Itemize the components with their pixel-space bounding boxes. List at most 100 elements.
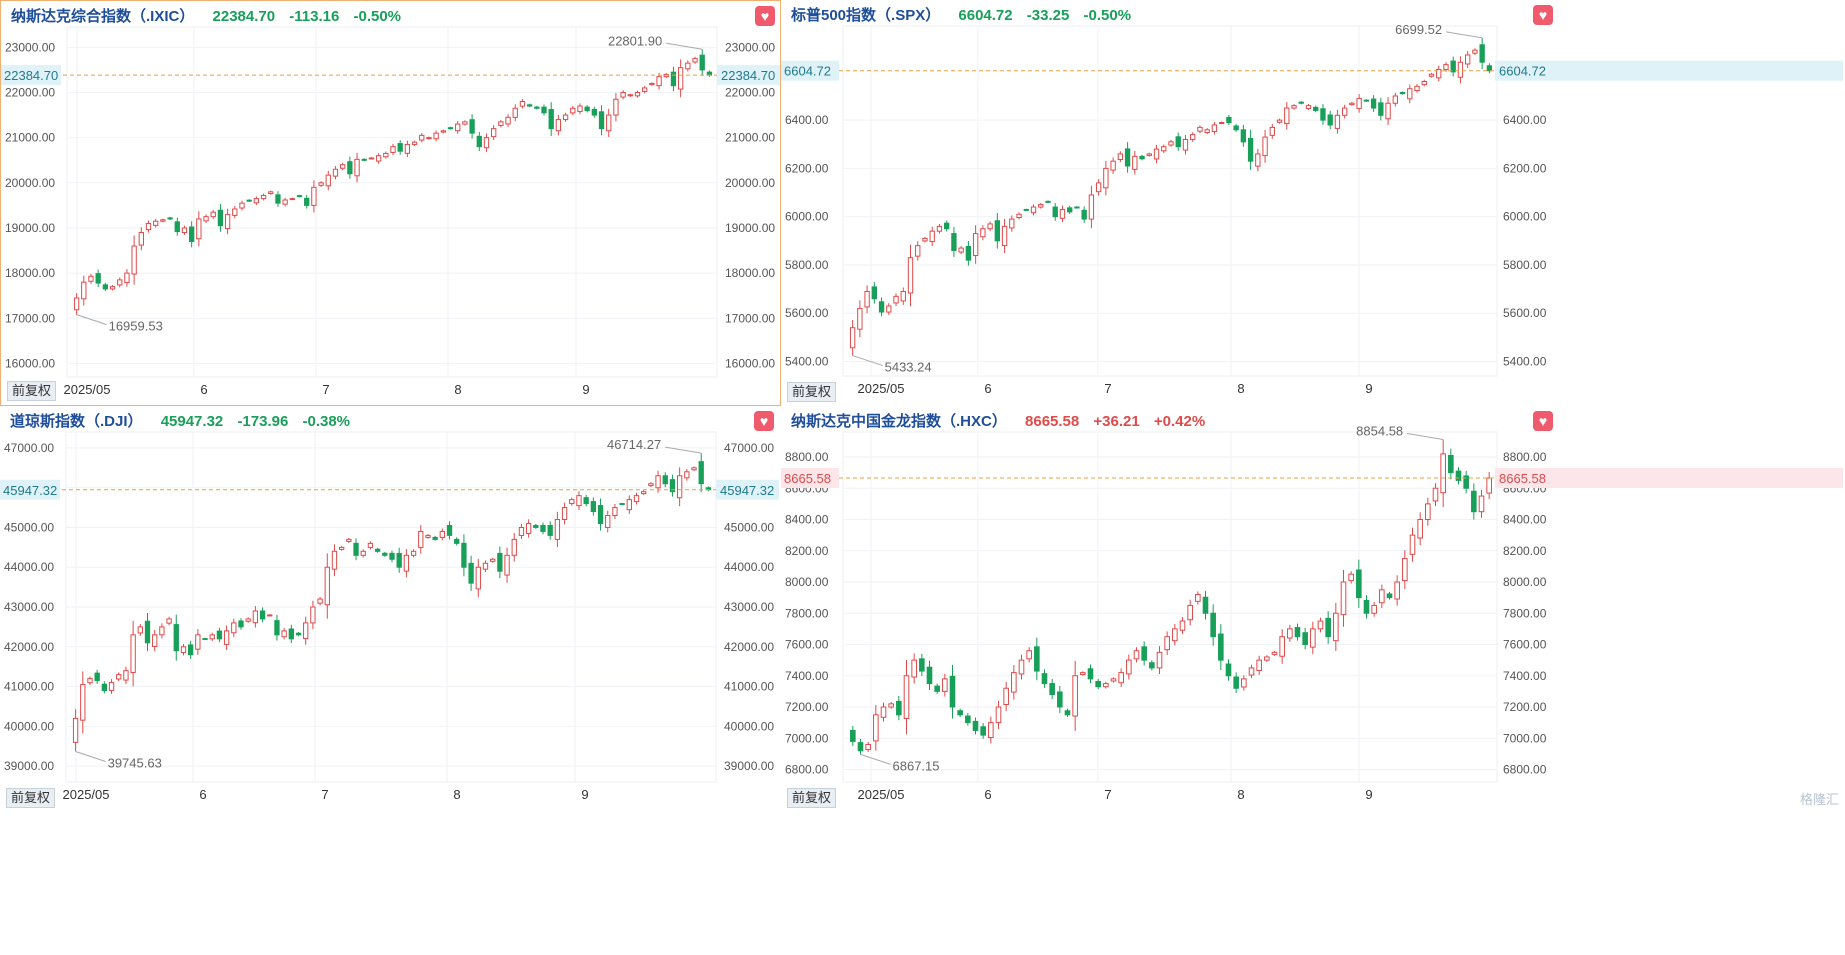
- candle-body: [224, 213, 231, 230]
- candle-down: [396, 547, 402, 573]
- candle-down: [1087, 664, 1094, 684]
- percent-change: -0.38%: [302, 413, 351, 430]
- candle-up: [325, 170, 331, 191]
- candle-up: [439, 528, 445, 541]
- candle-up: [642, 86, 648, 94]
- x-tick-label: 7: [1104, 787, 1111, 802]
- x-tick-label: 7: [321, 787, 328, 802]
- candle-body: [1371, 604, 1377, 614]
- candle-body: [1264, 656, 1270, 661]
- candle-up: [511, 533, 517, 562]
- candle-down: [541, 104, 547, 116]
- candle-up: [403, 549, 410, 578]
- low-leader: [860, 753, 891, 765]
- candle-body: [232, 208, 238, 216]
- candle-body: [1149, 662, 1155, 669]
- candle-down: [957, 708, 963, 717]
- candle-body: [1402, 558, 1408, 582]
- candle-body: [893, 295, 899, 304]
- candle-down: [174, 217, 180, 236]
- candle-up: [606, 108, 612, 137]
- candle-down: [1356, 559, 1362, 609]
- low-leader: [76, 314, 107, 326]
- candle-up: [880, 702, 887, 722]
- candle-down: [934, 683, 940, 694]
- percent-change: -0.50%: [1083, 7, 1132, 24]
- chart-panel-dji[interactable]: 39000.00 39000.00 40000.00 40000.00 41000.00…: [0, 406, 781, 812]
- candle-body: [497, 552, 503, 572]
- heart-icon[interactable]: ♥: [755, 6, 775, 26]
- candle-down: [949, 664, 956, 719]
- candle-up: [865, 741, 871, 753]
- candle-body: [108, 682, 115, 692]
- candle-down: [1313, 105, 1319, 113]
- candle-down: [526, 103, 533, 108]
- candle-down: [1320, 104, 1326, 125]
- y-tick-label-right: 22000.00: [725, 85, 775, 99]
- candle-up: [88, 273, 94, 284]
- heart-icon[interactable]: ♥: [1533, 5, 1553, 25]
- last-value-box-left: [1, 65, 61, 86]
- candle-body: [461, 542, 467, 568]
- y-tick-label-left: 6800.00: [785, 763, 829, 777]
- candle-body: [584, 106, 590, 112]
- candle-down: [1139, 154, 1145, 161]
- candle-up: [109, 285, 116, 291]
- last-value-label-right: 8665.58: [1499, 471, 1546, 486]
- adjust-label[interactable]: 前复权: [7, 381, 57, 401]
- candle-body: [1256, 659, 1262, 672]
- candle-up: [972, 225, 979, 264]
- candle-body: [878, 301, 885, 313]
- y-tick-label-right: 20000.00: [725, 176, 775, 190]
- candle-up: [73, 293, 80, 315]
- last-value-box-right: [1495, 468, 1843, 489]
- heart-icon[interactable]: ♥: [1533, 411, 1553, 431]
- candle-up: [1011, 665, 1017, 700]
- last-value-label-right: 45947.32: [720, 483, 774, 498]
- candle-down: [669, 474, 676, 497]
- candle-body: [94, 672, 100, 682]
- adjust-label[interactable]: 前复权: [6, 788, 56, 808]
- y-tick-label-right: 44000.00: [724, 560, 774, 574]
- candle-up: [210, 209, 216, 219]
- candle-down: [591, 106, 598, 118]
- candle-body: [1294, 627, 1301, 638]
- candle-body: [1110, 678, 1117, 682]
- candle-up: [649, 82, 655, 86]
- price-change: -113.16: [289, 8, 340, 25]
- candle-body: [152, 634, 158, 648]
- candle-up: [145, 220, 152, 233]
- candle-body: [433, 132, 439, 140]
- candle-body: [1271, 651, 1278, 655]
- candle-up: [310, 600, 316, 630]
- candle-body: [1425, 503, 1431, 520]
- candle-body: [210, 211, 216, 218]
- candle-body: [505, 116, 511, 125]
- candle-body: [1432, 487, 1439, 502]
- candle-body: [1240, 129, 1247, 143]
- candle-up: [332, 166, 339, 180]
- chart-panel-hxc[interactable]: 6800.00 6800.00 7000.00 7000.00 7200.00 7200.…: [781, 406, 1845, 812]
- candle-up: [1407, 84, 1413, 104]
- candle-body: [180, 646, 187, 654]
- candle-up: [1262, 129, 1268, 163]
- candle-body: [1182, 138, 1189, 151]
- candle-body: [275, 194, 281, 204]
- candle-up: [131, 235, 137, 285]
- heart-icon[interactable]: ♥: [754, 411, 774, 431]
- candle-up: [1182, 134, 1189, 155]
- adjust-label[interactable]: 前复权: [787, 788, 837, 808]
- last-price: 8665.58: [1025, 413, 1080, 430]
- candle-body: [957, 710, 963, 716]
- candle-up: [915, 241, 921, 261]
- adjust-label[interactable]: 前复权: [787, 382, 837, 402]
- candle-body: [88, 275, 94, 282]
- chart-panel-ixic[interactable]: 16000.00 16000.00 17000.00 17000.00 18000.00…: [0, 0, 781, 406]
- candle-down: [1294, 623, 1301, 641]
- candle-body: [1333, 612, 1339, 642]
- candle-body: [246, 199, 252, 202]
- candle-up: [433, 130, 439, 142]
- chart-panel-spx[interactable]: 5400.00 5400.00 5600.00 5600.00 5800.00 5800.…: [781, 0, 1845, 406]
- candle-body: [188, 226, 195, 243]
- candle-body: [475, 566, 481, 590]
